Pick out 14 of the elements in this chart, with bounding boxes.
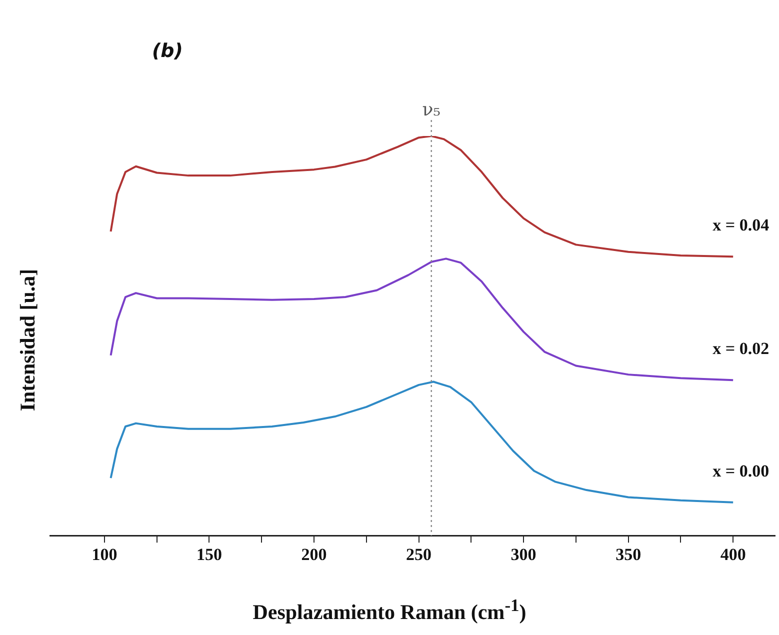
y-axis-title: Intensidad [u.a] [16, 268, 40, 412]
x-tick-label: 400 [720, 545, 746, 564]
ref-line-label: ν₅ [422, 100, 440, 121]
x-tick-label: 300 [510, 545, 536, 564]
x-tick-label: 150 [196, 545, 222, 564]
x-tick-label: 100 [92, 545, 118, 564]
x-tick-label: 350 [616, 545, 642, 564]
x-tick-label: 250 [406, 545, 432, 564]
x-tick-label: 200 [301, 545, 327, 564]
chart-title: (b) [152, 40, 183, 62]
x-axis-title: Desplazamiento Raman (cm$^{-1}$) [252, 595, 528, 625]
series-label: x = 0.02 [712, 339, 770, 358]
series-label: x = 0.00 [712, 461, 770, 480]
series-label: x = 0.04 [712, 216, 770, 235]
